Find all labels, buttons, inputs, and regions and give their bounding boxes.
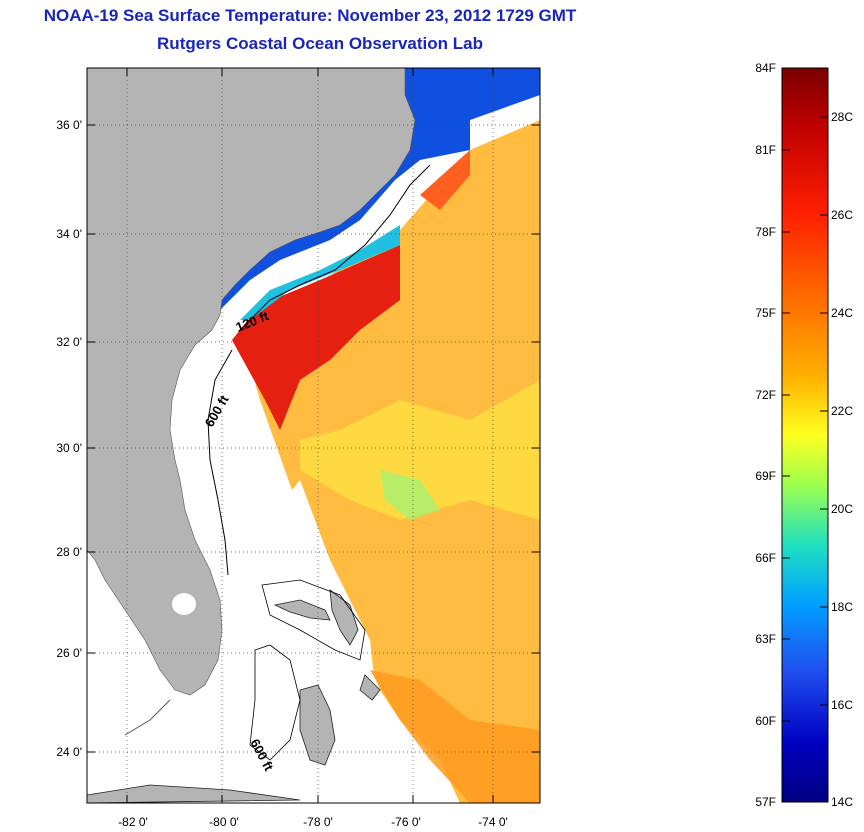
map-subtitle: Rutgers Coastal Ocean Observation Lab — [157, 34, 483, 53]
colorbar-c-26: 26C — [831, 208, 853, 222]
colorbar-c-24: 24C — [831, 306, 853, 320]
sst-swath-green — [380, 470, 440, 520]
lon-tick-76: -76 0' — [391, 815, 421, 829]
sst-swath-yellow — [300, 380, 540, 520]
frame-ticks — [87, 68, 540, 803]
colorbar-f-81: 81F — [755, 143, 776, 157]
bahamas-eleuthera — [359, 674, 381, 701]
land-florida-keys — [124, 699, 171, 736]
sst-bahamas-orange — [370, 670, 540, 803]
colorbar-c-14: 14C — [831, 795, 853, 809]
lon-tick-74: -74 0' — [478, 815, 508, 829]
bahamas-grand-bahama — [273, 599, 331, 621]
colorbar-c-22: 22C — [831, 404, 853, 418]
lat-tick-36: 36 0' — [56, 118, 82, 132]
sst-coastal-cyan — [240, 225, 400, 320]
colorbar-c-20: 20C — [831, 502, 853, 516]
lon-tick-80: -80 0' — [209, 815, 239, 829]
colorbar-f-57: 57F — [755, 795, 776, 809]
lat-tick-30: 30 0' — [56, 441, 82, 455]
colorbar — [781, 67, 829, 803]
lat-tick-24: 24 0' — [56, 745, 82, 759]
lat-tick-34: 34 0' — [56, 227, 82, 241]
colorbar-f-78: 78F — [755, 225, 776, 239]
contour-bahamas-bank — [261, 579, 366, 661]
colorbar-f-60: 60F — [755, 714, 776, 728]
colorbar-f-75: 75F — [755, 306, 776, 320]
colorbar-c-18: 18C — [831, 600, 853, 614]
colorbar-f-72: 72F — [755, 388, 776, 402]
contour-120ft — [239, 164, 431, 331]
colorbar-c-16: 16C — [831, 698, 853, 712]
sst-gulfstream-orange — [420, 150, 470, 210]
graticule — [87, 68, 540, 803]
bahamas-abaco — [329, 589, 359, 646]
lat-tick-26: 26 0' — [56, 646, 82, 660]
sst-gulfstream-red — [232, 245, 400, 430]
lat-tick-32: 32 0' — [56, 335, 82, 349]
colorbar-ticks — [782, 116, 828, 722]
colorbar-f-63: 63F — [755, 632, 776, 646]
colorbar-f-84: 84F — [755, 61, 776, 75]
map-frame — [86, 67, 541, 804]
lat-tick-28: 28 0' — [56, 545, 82, 559]
bahamas-andros — [299, 684, 336, 766]
map-title: NOAA-19 Sea Surface Temperature: Novembe… — [43, 6, 577, 25]
lon-tick-78: -78 0' — [303, 815, 333, 829]
contour-600ft — [207, 349, 233, 576]
land-us-coast — [86, 67, 416, 696]
lake-okeechobee — [172, 593, 196, 615]
colorbar-f-69: 69F — [755, 469, 776, 483]
contour-bahamas-600 — [249, 644, 301, 761]
lon-tick-82: -82 0' — [118, 815, 148, 829]
colorbar-c-28: 28C — [831, 110, 853, 124]
colorbar-f-66: 66F — [755, 551, 776, 565]
